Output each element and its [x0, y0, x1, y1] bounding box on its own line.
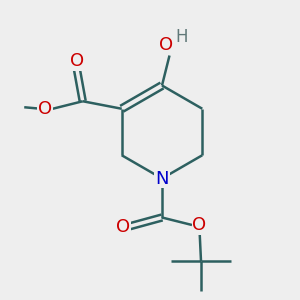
Text: O: O: [192, 216, 207, 234]
Text: H: H: [175, 28, 188, 46]
Text: O: O: [70, 52, 84, 70]
Text: O: O: [116, 218, 130, 236]
Text: N: N: [155, 169, 169, 188]
Text: O: O: [38, 100, 52, 118]
Text: O: O: [159, 36, 174, 54]
